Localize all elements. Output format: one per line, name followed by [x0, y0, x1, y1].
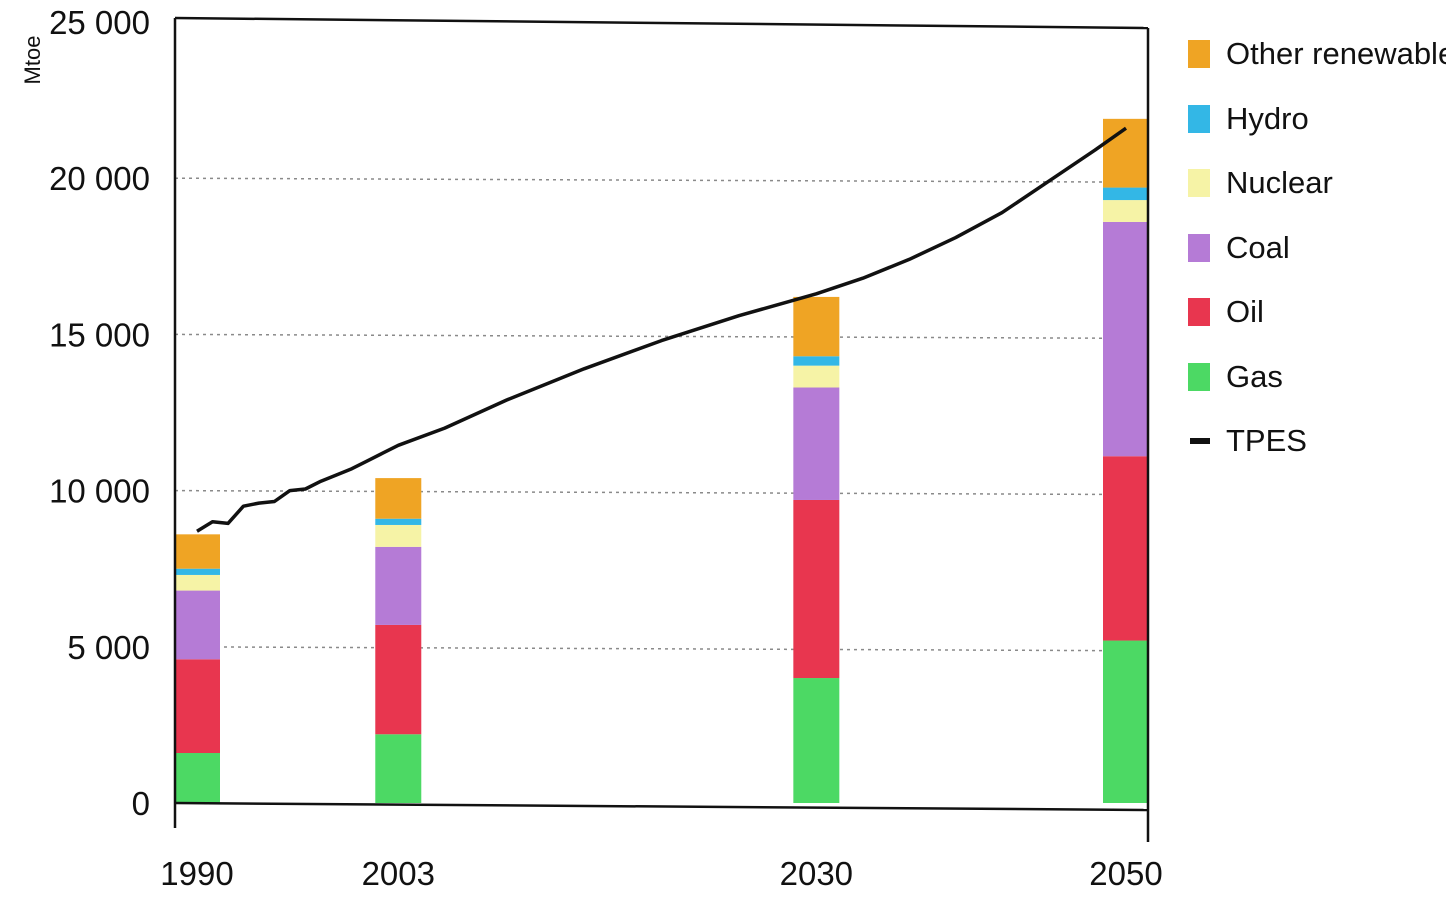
axes-layer: Mtoe	[20, 16, 1150, 842]
y-axis-title: Mtoe	[20, 36, 45, 85]
grid-layer	[174, 177, 1149, 652]
bar-segment-oil	[174, 659, 220, 754]
top-frame-line	[174, 16, 1149, 30]
x-tick-label: 2050	[1089, 855, 1162, 892]
legend: Other renewables Hydro Nuclear Coal Oil Gas TP…	[1188, 22, 1446, 474]
legend-swatch	[1188, 362, 1210, 391]
legend-swatch	[1188, 298, 1210, 327]
gridline	[174, 646, 1149, 652]
bar-segment-nuclear	[793, 365, 840, 388]
bar-segment-hydro	[174, 568, 220, 575]
ticks-layer: 0 5 000 10 000 15 000 20 000 25 000 1990 2003 20…	[49, 4, 1163, 892]
bar-segment-gas	[1103, 640, 1149, 803]
bar-segment-nuclear	[174, 574, 220, 591]
legend-swatch	[1188, 233, 1210, 262]
y-tick-label: 10 000	[49, 473, 150, 510]
line-layer	[196, 126, 1128, 533]
bar-segment-other-renewables	[174, 534, 220, 569]
bar-segment-nuclear	[1103, 200, 1149, 222]
legend-item: Hydro	[1188, 87, 1443, 152]
bar-segment-oil	[793, 499, 840, 679]
legend-item: Coal	[1188, 216, 1443, 281]
y-tick-label: 20 000	[49, 160, 150, 197]
x-axis-line	[174, 801, 1149, 812]
bar-segment-other-renewables	[793, 296, 840, 357]
bar-segment-coal	[174, 590, 220, 660]
gridline	[174, 333, 1149, 340]
bar-segment-hydro	[1103, 187, 1149, 201]
legend-label: Oil	[1226, 294, 1264, 330]
bar-segment-gas	[375, 734, 422, 803]
bar-segment-gas	[174, 753, 220, 803]
y-tick-label: 15 000	[49, 316, 150, 353]
gridline	[174, 489, 1149, 496]
legend-label: TPES	[1226, 423, 1307, 459]
bar-segment-hydro	[793, 356, 840, 366]
y-tick-label: 25 000	[49, 4, 150, 41]
legend-label: Other renewables	[1226, 36, 1446, 72]
y-tick-label: 0	[132, 785, 150, 822]
legend-item: Gas	[1188, 345, 1443, 410]
bar-segment-coal	[375, 546, 422, 625]
gridline	[174, 177, 1149, 183]
legend-swatch	[1188, 104, 1210, 133]
legend-swatch	[1190, 438, 1210, 445]
bar-segment-coal	[1103, 221, 1149, 457]
bar-segment-coal	[793, 387, 840, 500]
legend-item: Nuclear	[1188, 151, 1443, 216]
bars-layer	[174, 118, 1149, 803]
legend-item: TPES	[1188, 409, 1443, 474]
bar-segment-nuclear	[375, 524, 422, 547]
legend-label: Gas	[1226, 358, 1283, 394]
bar-segment-hydro	[375, 518, 422, 525]
legend-label: Hydro	[1226, 100, 1309, 136]
legend-label: Coal	[1226, 229, 1290, 265]
y-tick-label: 5 000	[67, 629, 150, 666]
bar-segment-oil	[1103, 456, 1149, 641]
legend-item: Other renewables	[1188, 22, 1446, 87]
legend-swatch	[1188, 40, 1210, 69]
tpes-line	[196, 126, 1128, 533]
bar-segment-other-renewables	[375, 478, 422, 519]
bar-segment-gas	[793, 678, 840, 803]
bar-segment-oil	[375, 624, 422, 735]
legend-swatch	[1188, 169, 1210, 198]
x-tick-label: 2003	[362, 855, 435, 892]
x-tick-label: 1990	[160, 855, 233, 892]
x-tick-label: 2030	[780, 855, 853, 892]
legend-item: Oil	[1188, 280, 1443, 345]
legend-label: Nuclear	[1226, 165, 1333, 201]
